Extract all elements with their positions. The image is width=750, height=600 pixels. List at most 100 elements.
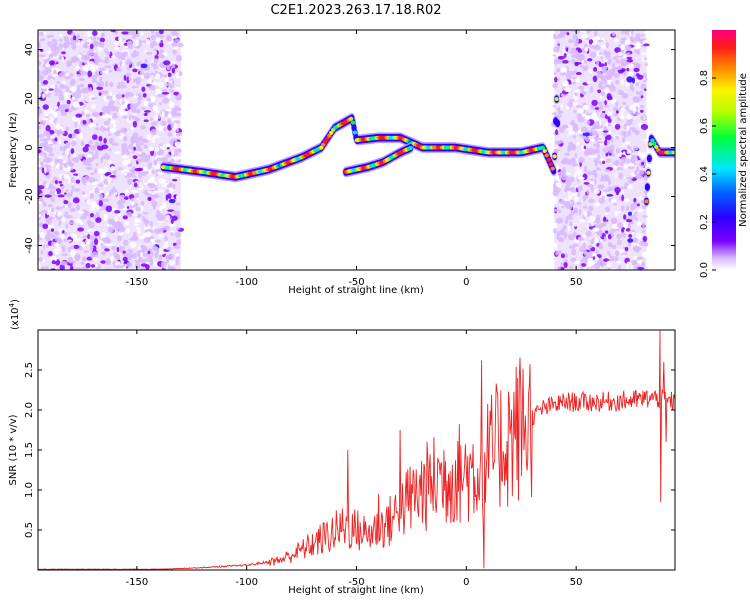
noise-speckle <box>101 113 107 119</box>
noise-speckle <box>620 107 625 114</box>
noise-speckle <box>589 218 597 222</box>
noise-speckle <box>103 236 110 243</box>
noise-speckle <box>644 192 648 196</box>
noise-speckle <box>586 37 590 41</box>
noise-speckle <box>582 205 587 209</box>
noise-speckle <box>636 196 644 200</box>
noise-speckle <box>589 86 594 93</box>
noise-speckle <box>596 167 601 171</box>
noise-speckle <box>89 244 94 250</box>
noise-speckle <box>48 183 53 189</box>
noise-speckle <box>621 30 627 35</box>
noise-speckle <box>567 143 575 148</box>
noise-speckle <box>632 62 638 65</box>
colorbar-tick-label: 0.8 <box>699 70 710 86</box>
noise-speckle <box>140 200 145 207</box>
noise-speckle <box>594 160 598 167</box>
noise-speckle <box>575 104 583 108</box>
noise-speckle <box>626 114 632 120</box>
noise-speckle <box>105 205 113 213</box>
noise-speckle <box>558 237 565 243</box>
noise-speckle <box>157 113 161 120</box>
noise-speckle <box>593 263 601 270</box>
ridge-core <box>323 139 328 144</box>
noise-speckle <box>70 177 75 184</box>
noise-speckle <box>54 105 59 110</box>
noise-speckle <box>137 150 142 155</box>
noise-speckle <box>61 55 64 62</box>
noise-speckle <box>124 196 129 200</box>
noise-speckle <box>576 201 582 205</box>
noise-speckle <box>127 178 133 186</box>
y-tick-label: 2.0 <box>24 402 35 418</box>
noise-speckle <box>638 105 645 109</box>
noise-speckle <box>123 239 129 246</box>
noise-speckle <box>153 64 158 70</box>
noise-speckle <box>94 187 100 193</box>
noise-speckle <box>117 81 125 85</box>
noise-speckle <box>619 40 626 44</box>
noise-speckle <box>80 40 84 45</box>
noise-speckle <box>620 62 627 67</box>
noise-speckle <box>92 206 96 212</box>
noise-speckle <box>561 205 565 209</box>
noise-speckle <box>641 229 646 233</box>
noise-speckle <box>89 43 94 50</box>
noise-speckle <box>604 169 611 172</box>
ridge-core <box>548 162 553 167</box>
noise-speckle <box>574 172 577 178</box>
noise-speckle <box>51 242 55 247</box>
noise-speckle <box>47 203 53 208</box>
noise-speckle <box>640 33 645 37</box>
noise-speckle <box>126 252 133 259</box>
noise-speckle <box>138 235 146 240</box>
noise-speckle <box>38 41 41 49</box>
noise-speckle <box>124 91 130 99</box>
noise-speckle <box>634 211 638 215</box>
noise-speckle <box>144 231 152 238</box>
noise-speckle <box>150 137 156 143</box>
noise-speckle <box>586 189 590 196</box>
noise-speckle <box>89 122 94 128</box>
spectrogram-y-label: Frequency (Hz) <box>8 112 19 188</box>
noise-speckle <box>590 186 594 193</box>
noise-speckle <box>570 199 574 204</box>
noise-speckle <box>633 49 640 54</box>
noise-speckle <box>578 208 582 216</box>
noise-speckle <box>123 74 127 81</box>
noise-speckle <box>47 227 51 231</box>
noise-speckle <box>100 232 107 239</box>
noise-speckle <box>607 123 612 127</box>
noise-speckle <box>143 110 152 113</box>
noise-speckle <box>119 194 126 200</box>
noise-speckle <box>112 95 116 102</box>
noise-speckle <box>157 81 164 88</box>
noise-speckle <box>60 111 67 117</box>
ridge-core <box>325 136 330 141</box>
noise-speckle <box>563 262 568 269</box>
noise-speckle <box>109 127 117 133</box>
noise-speckle <box>76 93 82 99</box>
noise-speckle <box>138 172 143 180</box>
noise-speckle <box>148 168 152 176</box>
noise-speckle <box>642 72 648 78</box>
noise-speckle <box>43 141 49 149</box>
noise-speckle <box>565 204 573 210</box>
noise-speckle <box>90 252 94 259</box>
noise-speckle <box>68 246 71 253</box>
noise-speckle <box>635 43 640 50</box>
noise-speckle <box>584 114 590 120</box>
noise-speckle <box>93 230 100 237</box>
noise-speckle <box>136 227 141 230</box>
noise-speckle <box>589 244 593 249</box>
noise-speckle <box>71 56 78 63</box>
noise-speckle <box>575 158 578 161</box>
noise-speckle <box>118 198 126 205</box>
noise-speckle <box>554 76 558 83</box>
noise-speckle <box>98 92 102 96</box>
noise-speckle <box>102 111 106 115</box>
noise-speckle <box>58 180 63 184</box>
noise-speckle <box>91 134 98 140</box>
noise-speckle <box>61 245 66 250</box>
noise-speckle <box>594 107 600 110</box>
